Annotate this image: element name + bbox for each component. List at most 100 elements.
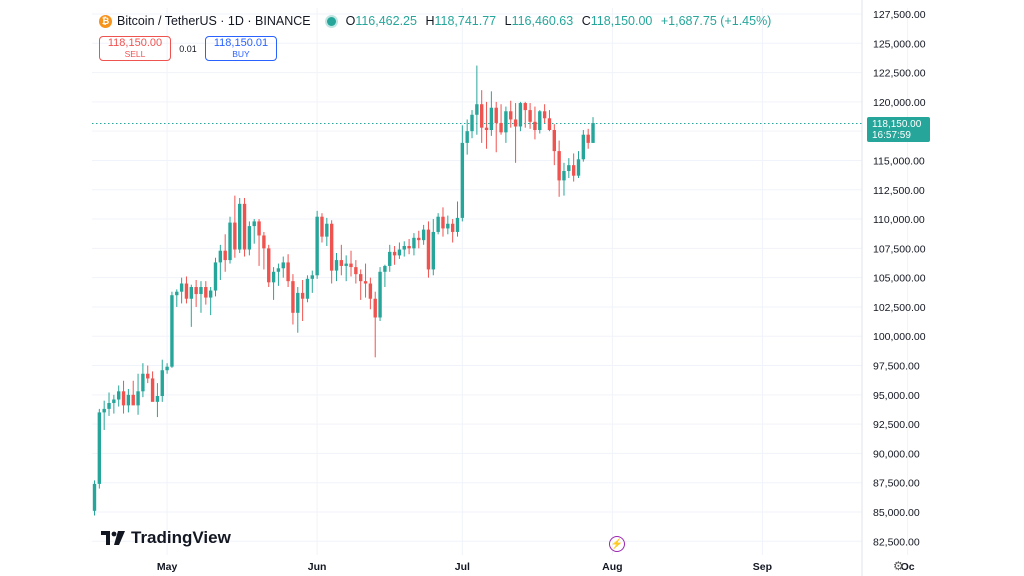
candle-body [262, 235, 266, 249]
sell-price: 118,150.00 [107, 36, 163, 49]
candle-body [402, 246, 406, 250]
candle-body [315, 216, 319, 276]
candle-body [208, 290, 213, 298]
y-tick-label: 120,000.00 [873, 97, 926, 109]
candle-body [378, 271, 382, 318]
candle-body [136, 391, 140, 406]
candle-body [146, 373, 150, 379]
gear-icon[interactable]: ⚙ [893, 559, 904, 573]
candle-body [276, 268, 281, 272]
candle-body [426, 229, 431, 270]
candle-body [407, 246, 411, 249]
buy-label: BUY [232, 48, 250, 59]
candle-body [126, 394, 131, 406]
y-tick-label: 95,000.00 [873, 390, 920, 402]
candle-body [329, 223, 334, 271]
candle-body [257, 221, 261, 236]
candle-body [465, 131, 469, 143]
candle-body [470, 114, 474, 132]
candle-body [475, 104, 479, 115]
high-label: H [425, 14, 435, 28]
candle-body [179, 283, 184, 292]
candle-body [325, 223, 329, 237]
candle-body [571, 165, 576, 176]
candle-body [412, 237, 416, 249]
candle-body [271, 271, 276, 283]
candle-body [305, 278, 310, 299]
candle-body [354, 267, 358, 275]
y-tick-label: 97,500.00 [873, 361, 920, 373]
candle-body [344, 263, 348, 266]
y-tick-label: 102,500.00 [873, 302, 926, 314]
candle-body [533, 121, 537, 131]
x-tick-label: Jun [308, 561, 327, 573]
y-tick-label: 122,500.00 [873, 68, 926, 80]
spread-value: 0.01 [179, 43, 197, 54]
low-value: 116,460.63 [511, 14, 574, 28]
y-tick-label: 100,000.00 [873, 331, 926, 343]
candle-body [557, 151, 561, 181]
candle-body [165, 366, 169, 371]
candle-body [373, 298, 377, 318]
market-status-icon [326, 16, 336, 26]
lightning-icon[interactable]: ⚡ [609, 536, 625, 552]
candle-body [455, 217, 460, 232]
bitcoin-icon: ₿ [99, 14, 112, 28]
candle-body [388, 251, 392, 266]
candle-body [218, 250, 223, 263]
close-value: 118,150.00 [590, 14, 653, 28]
close-label: C [581, 14, 591, 28]
bar-countdown: 16:57:59 [872, 130, 911, 141]
candle-body [310, 275, 314, 279]
candle-body [552, 130, 556, 152]
candle-body [286, 262, 290, 282]
candle-body [513, 119, 518, 127]
candle-body [97, 412, 102, 484]
y-tick-label: 110,000.00 [873, 214, 925, 226]
candle-body [131, 394, 135, 406]
candle-body [117, 391, 121, 400]
candle-body [242, 203, 247, 250]
candle-body [160, 370, 164, 396]
candle-body [421, 229, 426, 241]
x-tick-label: Aug [602, 561, 622, 573]
candle-body [107, 403, 111, 409]
candle-body [499, 122, 503, 133]
candle-body [363, 281, 368, 284]
candle-body [102, 408, 106, 413]
candle-body [567, 165, 571, 172]
candle-body [141, 373, 145, 392]
candle-body [368, 283, 373, 299]
candle-body [484, 127, 489, 131]
candle-body [92, 483, 97, 511]
candle-body [547, 118, 552, 131]
buy-price: 118,150.01 [213, 36, 269, 49]
candle-body [121, 391, 126, 406]
y-tick-label: 105,000.00 [873, 273, 926, 285]
candle-body [228, 222, 232, 261]
last-price-value: 118,150.00 [872, 119, 922, 130]
candle-body [494, 107, 498, 123]
open-label: O [345, 14, 356, 28]
sell-button[interactable]: 118,150.00 SELL [99, 36, 171, 61]
buy-button[interactable]: 118,150.01 BUY [205, 36, 277, 61]
tradingview-logo[interactable]: TradingView [101, 528, 231, 548]
sell-label: SELL [124, 48, 146, 59]
candle-body [523, 103, 527, 111]
candle-body [223, 250, 227, 261]
candle-body [339, 260, 344, 266]
candle-body [150, 378, 155, 402]
candle-body [267, 248, 271, 283]
candle-body [175, 291, 179, 296]
candle-body [431, 231, 435, 270]
candle-body [199, 287, 203, 295]
candle-body [213, 262, 218, 291]
candle-body [281, 262, 285, 269]
candle-body [189, 287, 193, 299]
candle-body [320, 216, 324, 237]
y-tick-label: 107,500.00 [873, 243, 926, 255]
symbol-title[interactable]: Bitcoin / TetherUS · 1D · BINANCE [117, 14, 311, 28]
candle-body [291, 281, 295, 313]
candle-body [383, 265, 387, 272]
